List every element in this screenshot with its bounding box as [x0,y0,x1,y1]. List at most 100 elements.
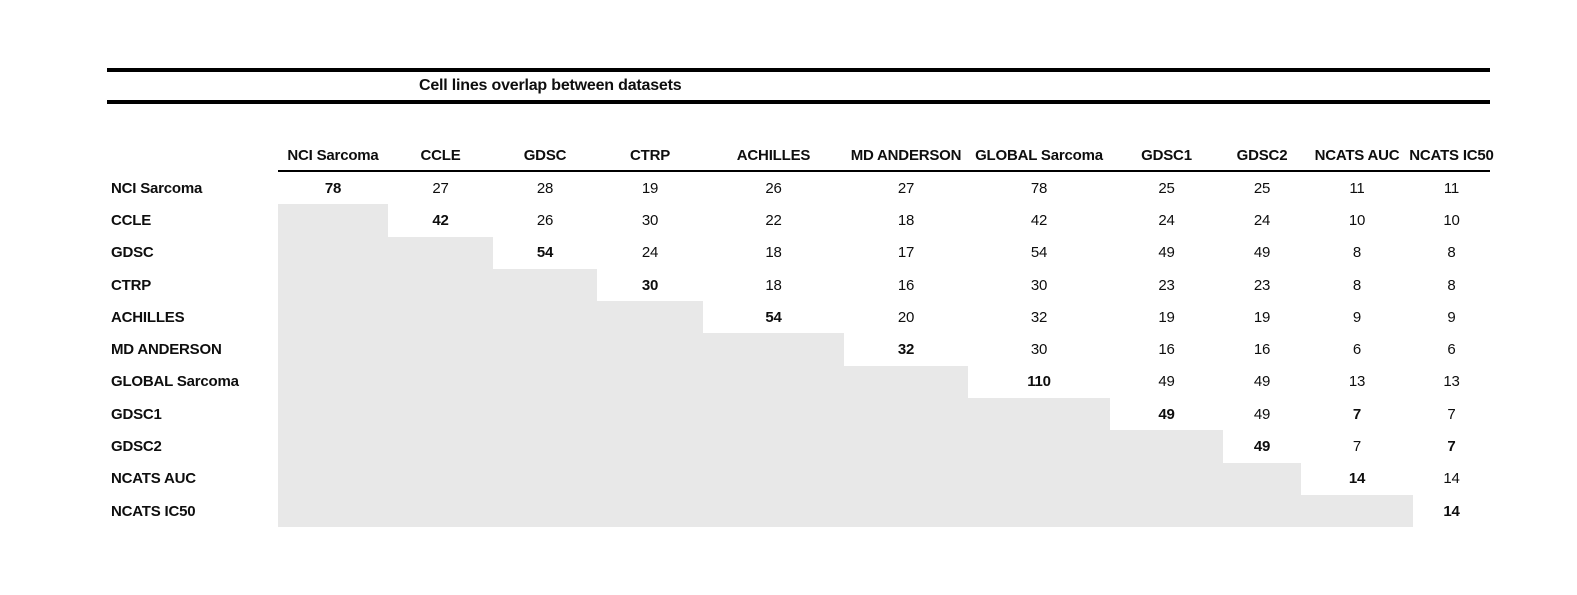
matrix-cell: 19 [1253,308,1271,326]
matrix-cell: 30 [1030,276,1048,294]
matrix-row-header: NCI Sarcoma [111,179,203,197]
matrix-cell-shaded [844,365,968,399]
top-rule [107,68,1490,72]
matrix-cell: 26 [765,179,782,197]
matrix-cell: 28 [536,179,554,197]
matrix-cell: 19 [1158,308,1175,326]
matrix-cell: 8 [1352,244,1362,262]
matrix-col-header: MD ANDERSON [844,140,968,172]
matrix-cell: 7 [1352,438,1362,456]
matrix-cell: 25 [1253,179,1271,197]
matrix-row-header: GDSC2 [111,438,162,456]
matrix-cell: 49 [1158,405,1175,423]
matrix-cell-shaded [844,494,968,528]
matrix-cell-shaded [597,430,703,463]
matrix-cell-shaded [278,236,388,269]
matrix-row-header: NCATS IC50 [111,502,196,520]
matrix-cell-shaded [968,398,1110,431]
matrix-cell: 16 [897,276,915,294]
matrix-cell: 20 [897,308,915,326]
matrix-row-header: ACHILLES [111,308,185,326]
matrix-cell-shaded [278,494,388,528]
matrix-cell: 30 [641,276,659,294]
matrix-cell: 10 [1348,211,1366,229]
matrix-cell-shaded [493,398,597,431]
matrix-cell-shaded [597,365,703,399]
matrix-cell: 8 [1352,276,1362,294]
matrix-cell-shaded [388,268,493,302]
overlap-table: Cell lines overlap between datasets NCI … [107,68,1494,528]
matrix-row-header: NCATS AUC [111,470,196,488]
matrix-cell-shaded [278,462,388,495]
matrix-col-header: GDSC [493,140,597,172]
matrix-cell-shaded [1110,494,1223,528]
matrix-cell: 18 [897,211,915,229]
matrix-cell-shaded [493,462,597,495]
matrix-cell: 24 [1158,211,1175,229]
table-title: Cell lines overlap between datasets [419,77,682,94]
matrix-cell-shaded [597,301,703,334]
matrix-cell-shaded [844,430,968,463]
matrix-cell-shaded [703,462,844,495]
matrix-cell-shaded [968,462,1110,495]
matrix-cell-shaded [1223,462,1301,495]
matrix-cell: 7 [1447,405,1456,423]
matrix-cell: 18 [765,244,782,262]
matrix-cell: 14 [1443,470,1460,488]
matrix-cell: 49 [1253,405,1271,423]
matrix-row-header: GLOBAL Sarcoma [111,373,239,391]
matrix-cell-shaded [388,236,493,269]
matrix-cell-shaded [703,430,844,463]
matrix-cell-shaded [278,301,388,334]
matrix-cell: 78 [324,179,342,197]
matrix-cell-shaded [388,301,493,334]
matrix-cell-shaded [703,365,844,399]
matrix-cell: 19 [641,179,659,197]
matrix-cell-shaded [1223,494,1301,528]
matrix-cell: 7 [1447,438,1456,456]
matrix-cell: 42 [1030,211,1048,229]
matrix-cell-shaded [278,333,388,366]
matrix-cell: 7 [1352,405,1362,423]
matrix-cell: 23 [1253,276,1271,294]
matrix-row-header: CCLE [111,211,152,229]
matrix-cell: 10 [1443,211,1460,229]
matrix-cell: 14 [1348,470,1366,488]
matrix-col-header: NCI Sarcoma [278,140,388,172]
matrix-cell: 14 [1443,502,1460,520]
matrix-cell: 8 [1447,276,1456,294]
matrix-cell-shaded [388,398,493,431]
matrix-col-header: GDSC1 [1110,140,1223,172]
matrix-cell: 42 [432,211,449,229]
matrix-cell: 9 [1352,308,1362,326]
matrix-col-header: GDSC2 [1223,140,1301,172]
matrix-cell-shaded [493,430,597,463]
matrix-cell-shaded [278,204,388,237]
matrix-row-header: CTRP [111,276,152,294]
matrix-cell: 32 [897,341,915,359]
matrix-cell: 6 [1447,341,1456,359]
matrix-cell-shaded [388,365,493,399]
matrix-cell: 110 [1027,373,1051,391]
matrix-cell: 32 [1030,308,1048,326]
matrix-cell: 49 [1253,244,1271,262]
matrix-cell-shaded [1301,494,1413,528]
matrix-cell: 49 [1253,438,1271,456]
matrix-cell-shaded [703,333,844,366]
matrix-cell: 27 [432,179,449,197]
matrix-cell: 6 [1352,341,1362,359]
matrix-cell-shaded [493,268,597,302]
matrix-cell-shaded [388,430,493,463]
matrix-cell-shaded [278,365,388,399]
matrix-col-header: CCLE [388,140,493,172]
matrix-col-header: GLOBAL Sarcoma [968,140,1110,172]
matrix-col-header: NCATS IC50 [1409,140,1494,172]
matrix-cell: 25 [1158,179,1175,197]
matrix-row-header: GDSC [111,244,154,262]
matrix-cell: 9 [1447,308,1456,326]
matrix-cell: 26 [536,211,554,229]
matrix-cell: 23 [1158,276,1175,294]
matrix-cell-shaded [388,333,493,366]
matrix-cell-shaded [597,462,703,495]
matrix-row-header: MD ANDERSON [111,341,222,359]
